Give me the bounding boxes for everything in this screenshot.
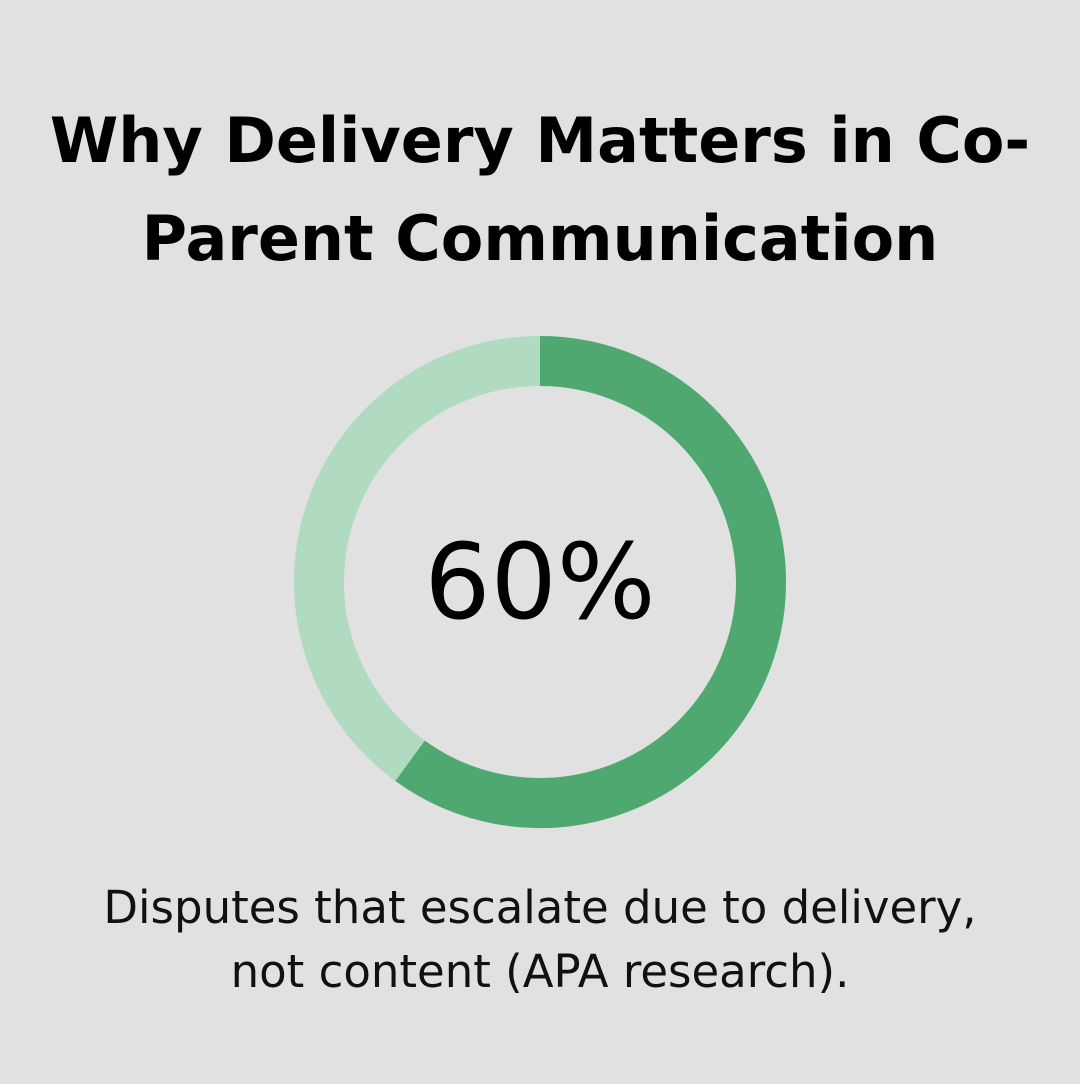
donut-value-slice	[395, 336, 786, 828]
donut-center-label: 60%	[424, 521, 655, 643]
donut-chart: 60%	[294, 336, 786, 828]
chart-title: Why Delivery Matters in Co-Parent Commun…	[49, 104, 1031, 275]
chart-caption: Disputes that escalate due to delivery, …	[103, 881, 977, 998]
